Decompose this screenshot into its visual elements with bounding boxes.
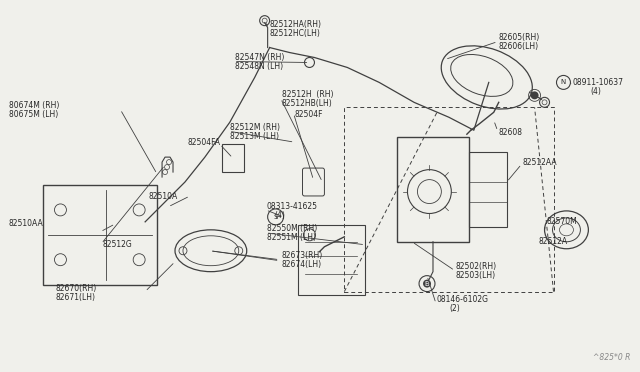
Text: 82551M (LH): 82551M (LH) [267,233,316,242]
Text: S: S [273,214,278,220]
Text: 82547N (RH): 82547N (RH) [235,53,284,62]
Text: 82674(LH): 82674(LH) [282,260,322,269]
Text: 82504FA: 82504FA [188,138,221,147]
Text: (4): (4) [275,211,285,220]
Text: 82512AA: 82512AA [523,158,557,167]
Text: (4): (4) [590,87,601,96]
Circle shape [423,280,431,288]
Text: 82504F: 82504F [294,110,323,119]
Text: 82512H  (RH): 82512H (RH) [282,90,333,99]
Text: 82570M: 82570M [547,217,577,226]
Text: 82513M (LH): 82513M (LH) [230,132,279,141]
Text: 82548N (LH): 82548N (LH) [235,62,283,71]
Text: 82606(LH): 82606(LH) [499,42,539,51]
Text: 82673(RH): 82673(RH) [282,251,323,260]
Circle shape [531,92,539,99]
Text: 82510AA: 82510AA [9,219,44,228]
Text: B: B [424,280,429,286]
Text: 82512HA(RH): 82512HA(RH) [269,20,322,29]
Text: 80674M (RH): 80674M (RH) [9,101,59,110]
Text: 82608: 82608 [499,128,523,137]
Text: 82512HB(LH): 82512HB(LH) [282,99,332,108]
Text: 82512A: 82512A [539,237,568,246]
Text: 82510A: 82510A [148,192,177,202]
Text: 08146-6102G: 08146-6102G [437,295,489,304]
Text: (2): (2) [449,304,460,313]
Text: 08313-41625: 08313-41625 [267,202,317,211]
Text: ^825*0 R: ^825*0 R [593,353,631,362]
Text: 82550M (RH): 82550M (RH) [267,224,317,233]
Text: 82512HC(LH): 82512HC(LH) [269,29,321,38]
Text: 82512G: 82512G [102,240,132,249]
Text: 82605(RH): 82605(RH) [499,33,540,42]
Text: 82671(LH): 82671(LH) [56,293,95,302]
Text: 82670(RH): 82670(RH) [56,284,97,293]
Text: 82512M (RH): 82512M (RH) [230,123,280,132]
Text: 82502(RH): 82502(RH) [456,262,497,271]
Text: 80675M (LH): 80675M (LH) [9,110,58,119]
Text: N: N [561,79,566,86]
Text: 82503(LH): 82503(LH) [456,271,496,280]
Text: 08911-10637: 08911-10637 [572,78,623,87]
